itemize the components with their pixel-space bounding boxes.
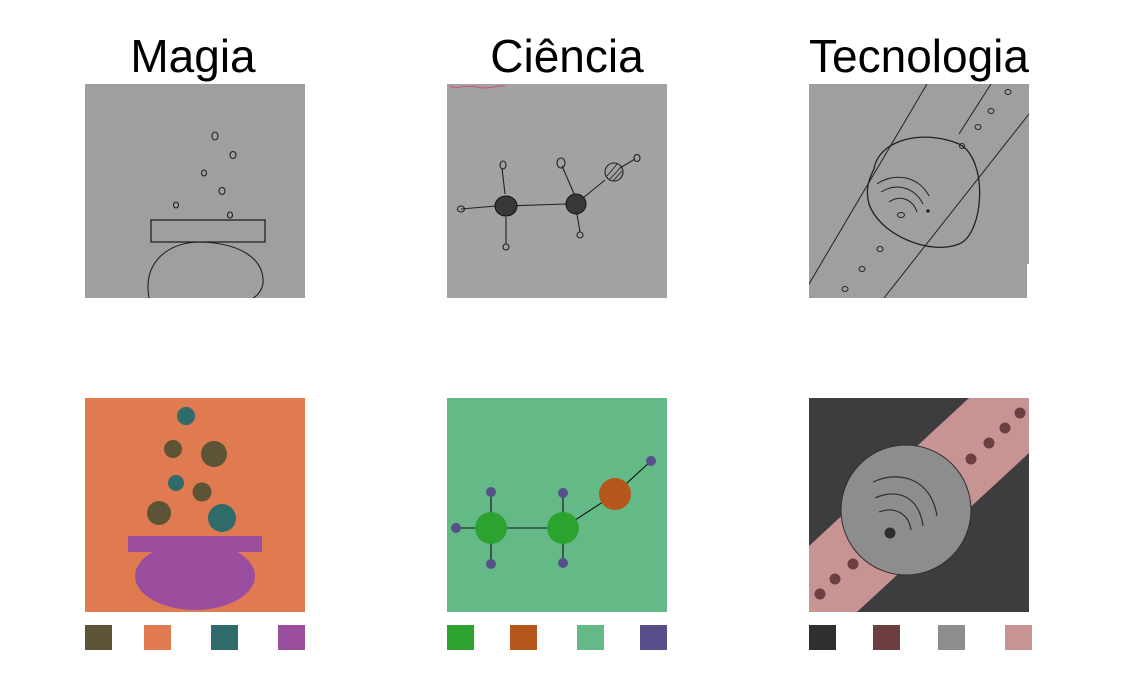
- palette-swatch: [938, 625, 965, 650]
- palette-swatch: [144, 625, 171, 650]
- panel-ciencia: Ciência: [447, 0, 687, 681]
- panel-magia: Magia: [85, 0, 325, 681]
- watch-sketch: [809, 84, 1029, 298]
- cauldron-sketch: [85, 84, 305, 298]
- watch-illustration: [809, 398, 1029, 612]
- cauldron-illustration: [85, 398, 305, 612]
- panel-title: Tecnologia: [809, 30, 1029, 82]
- palette-swatch: [577, 625, 604, 650]
- molecule-illustration: [447, 398, 667, 612]
- panel-title: Magia: [130, 30, 256, 82]
- palette-swatch: [211, 625, 238, 650]
- palette-swatch: [873, 625, 900, 650]
- panel-title: Ciência: [490, 30, 644, 82]
- palette-swatch: [1005, 625, 1032, 650]
- palette-swatch: [809, 625, 836, 650]
- palette-swatch: [447, 625, 474, 650]
- palette-swatch: [640, 625, 667, 650]
- panel-tecnologia: Tecnologia: [809, 0, 1049, 681]
- palette-swatch: [278, 625, 305, 650]
- palette-swatch: [85, 625, 112, 650]
- molecule-sketch: [447, 84, 667, 298]
- palette-swatch: [510, 625, 537, 650]
